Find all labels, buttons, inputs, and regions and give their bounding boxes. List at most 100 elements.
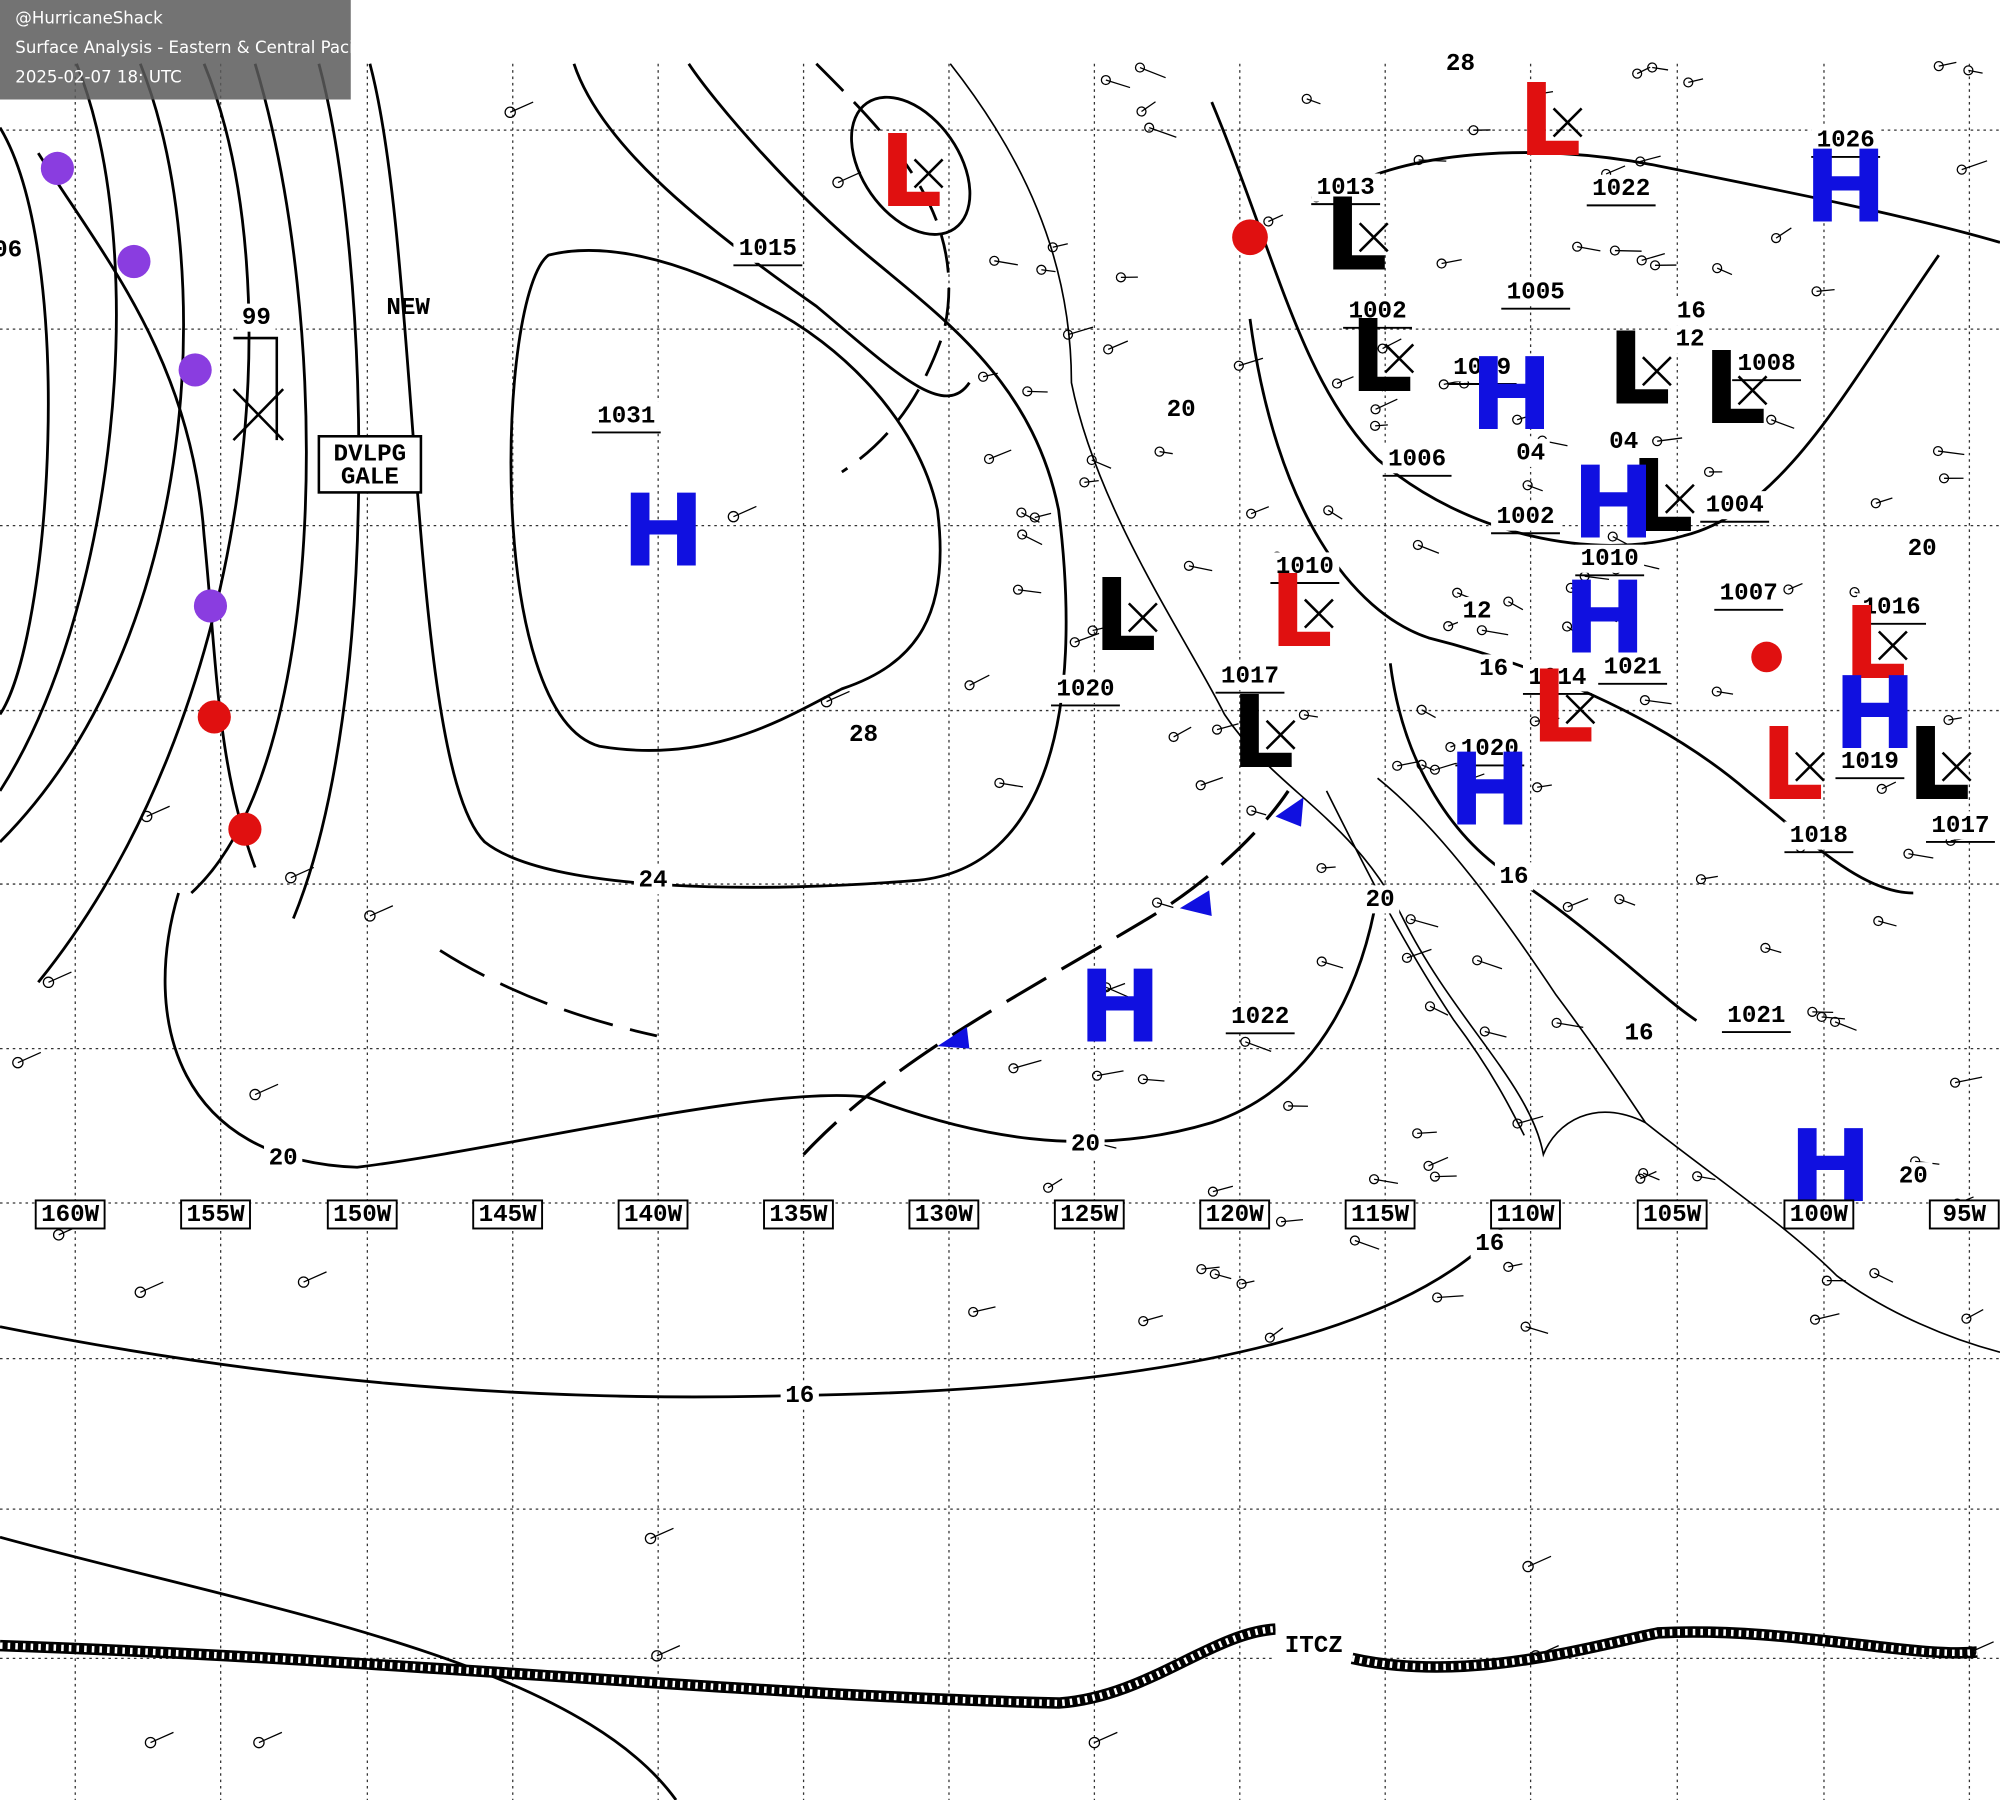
pressure-center: L: [1703, 332, 1766, 447]
isobar-label: 1015: [739, 236, 797, 263]
isobar: [509, 249, 942, 752]
front-semicircle: [193, 589, 228, 623]
station: [1207, 1186, 1219, 1197]
station: [1783, 584, 1794, 595]
station: [1091, 1070, 1103, 1081]
longitude-label: 125W: [1060, 1202, 1119, 1229]
wind-barb: [1469, 773, 1485, 780]
station: [1683, 77, 1694, 88]
wind-barb: [988, 449, 1012, 460]
isobar-label-bg: [1619, 1019, 1659, 1048]
station: [1316, 956, 1327, 967]
station: [1412, 539, 1424, 551]
center-cross: [1384, 343, 1415, 374]
coast: [949, 63, 2000, 1354]
station: [1017, 529, 1028, 540]
station: [1183, 560, 1195, 571]
front-triangle: [1179, 890, 1212, 916]
longitude-box: [1928, 1199, 2000, 1230]
station: [504, 106, 516, 119]
pressure-center: L: [1231, 676, 1294, 791]
wind-barb: [1428, 1156, 1449, 1167]
isobar-label-bg: [1511, 438, 1550, 467]
station: [1246, 508, 1257, 519]
wind-barb: [1188, 565, 1213, 572]
wind-barb: [1375, 424, 1388, 427]
wind-barb: [1771, 419, 1795, 429]
longitude-box: [326, 1199, 398, 1230]
station: [1472, 955, 1483, 966]
wind-barb: [1525, 1326, 1549, 1334]
wind-barb: [994, 260, 1018, 266]
station: [1087, 625, 1098, 636]
wind-barb: [1280, 1218, 1304, 1223]
isobar: [190, 63, 308, 895]
pressure-center: H: [1804, 130, 1887, 245]
wind-barb: [1697, 1175, 1716, 1181]
isobar-label-bg: [1270, 552, 1340, 581]
isobar-label-bg: [1470, 1229, 1509, 1258]
wind-barb: [1537, 784, 1552, 788]
station: [1760, 942, 1771, 953]
pressure-center: H: [1563, 561, 1646, 676]
station: [1416, 704, 1427, 715]
wind-barb: [1688, 78, 1704, 84]
station: [1530, 89, 1541, 100]
isobar-label-bg: [1784, 821, 1854, 850]
isobar-label: 12: [1463, 598, 1492, 625]
isobar-label-bg: [1586, 174, 1656, 203]
wind-barb: [1336, 376, 1354, 385]
occluded-front: [37, 152, 257, 868]
gale-label: GALE: [341, 465, 399, 492]
isobar: [850, 95, 972, 236]
isobar-label-bg: [1522, 663, 1592, 692]
isobar-label: 04: [1516, 440, 1545, 467]
isobar-label: 24: [639, 868, 668, 895]
station: [1443, 621, 1454, 632]
isobar-label: 16: [1479, 656, 1508, 683]
isobar-label-bg: [1494, 862, 1534, 891]
isobar-label-bg: [1447, 353, 1517, 382]
isobar-label-bg: [1604, 427, 1643, 456]
wind-barb: [1067, 326, 1094, 336]
isobar-label: 1026: [1817, 128, 1875, 155]
wind-barb: [1417, 544, 1440, 554]
isobar-label: 1007: [1720, 581, 1778, 608]
station: [1138, 1316, 1149, 1327]
isobar-label: 1008: [1738, 351, 1796, 378]
wind-barb: [1268, 214, 1284, 223]
wind-barb: [1816, 289, 1835, 292]
wind-barb: [1321, 866, 1336, 869]
isobar-label-bg: [591, 401, 661, 430]
isobar-label: 20: [1366, 887, 1395, 914]
center-cross: [1552, 107, 1583, 138]
itcz-hatch: [1351, 1628, 1978, 1671]
front-semicircle: [1232, 219, 1268, 256]
wind-barb: [1094, 1731, 1118, 1744]
station: [1565, 582, 1576, 593]
station: [989, 255, 1000, 266]
isobar-label-bg: [733, 234, 803, 263]
wind-barb: [1434, 1175, 1457, 1178]
isobar-label-bg: [1857, 593, 1927, 622]
isobar-label: 1018: [1790, 823, 1848, 850]
station: [1503, 1261, 1514, 1273]
station: [1368, 1174, 1380, 1185]
wind-barb: [1508, 1263, 1523, 1268]
longitude-labels: 160W 155W 150W 145W 140W 135W 130W 125W 120W 115W…: [34, 1199, 2000, 1230]
longitude-label: 95W: [1942, 1202, 1986, 1229]
isobar-label: 1014: [1528, 665, 1586, 692]
wind-barb: [1421, 709, 1436, 719]
pressure-center: H: [1448, 734, 1531, 849]
wind-barb: [1476, 959, 1503, 970]
isobar-label-bg: [1051, 674, 1120, 703]
isobar: [439, 949, 658, 1038]
wind-barb: [1614, 249, 1642, 252]
wind-barb: [1534, 717, 1560, 723]
longitude-box: [1636, 1199, 1708, 1230]
station: [1512, 1118, 1523, 1129]
wind-barb: [1141, 101, 1156, 113]
wind-barb: [1577, 246, 1601, 252]
